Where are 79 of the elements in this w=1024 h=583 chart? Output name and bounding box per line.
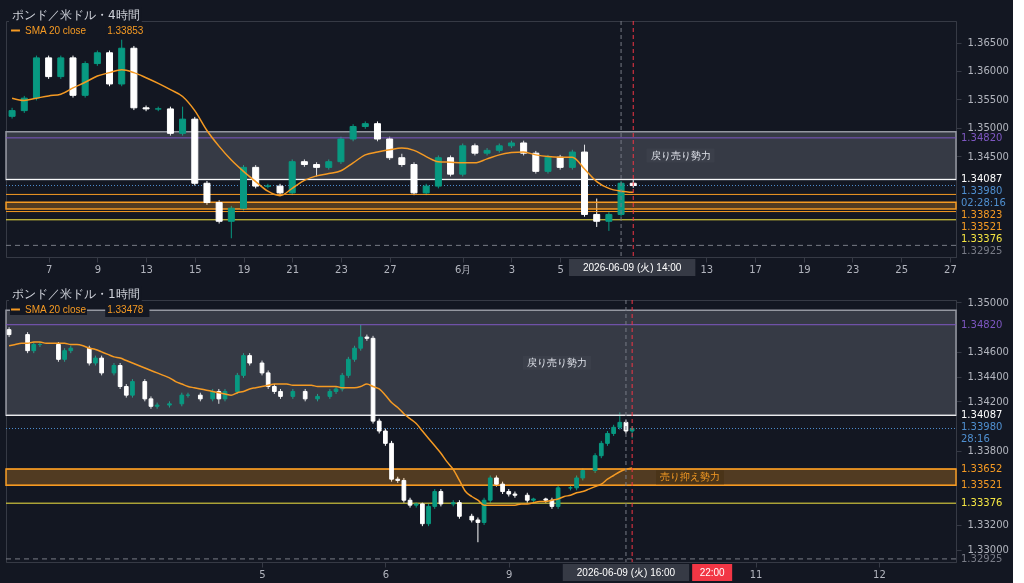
ref-line-label: 1.33376 — [961, 497, 1003, 509]
x-tick-label: 25 — [895, 263, 909, 275]
candlestick — [568, 149, 576, 171]
candlestick — [154, 402, 160, 410]
candlestick — [215, 199, 223, 225]
x-tick-label: 19 — [237, 263, 251, 275]
x-tick-label: 23 — [335, 263, 348, 275]
candlestick — [56, 341, 61, 363]
y-tick-label: 1.35000 — [967, 122, 1009, 134]
legend-label: SMA 20 close — [25, 303, 87, 315]
candlestick — [532, 150, 540, 175]
x-tick-label: 19 — [797, 263, 811, 275]
candlestick — [593, 198, 601, 228]
band-label: 戻り売り勢力 — [527, 356, 587, 368]
y-tick-label: 1.33800 — [967, 445, 1009, 457]
ref-line-label: 1.33521 — [961, 221, 1003, 233]
candlestick — [457, 499, 462, 520]
band-label: 戻り売り勢力 — [650, 149, 711, 161]
candlestick — [227, 205, 235, 239]
x-tick-label: 13 — [700, 263, 714, 275]
ref-line-label: 1.32925 — [961, 245, 1003, 257]
text: 2026-06-09 (火) 16:00 — [576, 567, 676, 578]
x-tick-label: 27 — [944, 263, 957, 275]
x-tick-label: 5 — [259, 568, 266, 580]
ref-line-label: 1.34087 — [961, 409, 1003, 421]
chart-title: ポンド／米ドル・4時間 — [12, 8, 140, 22]
y-tick-label: 1.34600 — [967, 346, 1009, 358]
y-tick-label: 1.36500 — [967, 37, 1009, 49]
candlestick — [99, 355, 104, 376]
ref-line-label: 1.33823 — [961, 209, 1003, 221]
x-tick-label: 17 — [749, 263, 762, 275]
y-tick-label: 1.33200 — [967, 519, 1009, 531]
x-tick-label: 13 — [140, 263, 153, 275]
x-tick-label: 6 — [382, 568, 390, 580]
chart-title: ポンド／米ドル・1時間 — [12, 287, 140, 301]
x-tick-label: 23 — [846, 263, 860, 275]
ref-line-label: 1.34087 — [961, 173, 1003, 185]
x-tick-label: 6月 — [455, 263, 472, 275]
x-tick-label: 7 — [45, 263, 53, 275]
text: 22:00 — [699, 567, 726, 578]
candlestick — [364, 334, 370, 342]
ref-line-label: 1.33980 28:16 — [961, 421, 1003, 445]
y-tick-label: 1.34400 — [967, 371, 1009, 383]
ref-line-label: 1.33521 — [961, 479, 1003, 491]
x-tick-label: 9 — [506, 568, 513, 580]
candlestick — [373, 120, 381, 142]
candlestick — [130, 378, 135, 399]
ref-line-label: 1.33652 — [961, 463, 1003, 475]
x-tick-label: 5 — [557, 263, 564, 275]
text: 2026-06-09 (火) 14:00 — [582, 262, 682, 273]
ref-line-label: 1.34820 — [961, 318, 1003, 330]
candlestick — [337, 136, 345, 165]
ref-line-label: 1.33376 — [961, 233, 1003, 245]
candlestick — [544, 154, 552, 175]
candlestick — [25, 331, 30, 354]
candlestick — [57, 55, 65, 80]
band-label: 売り抑え勢力 — [660, 471, 720, 483]
candlestick — [45, 55, 53, 80]
annotation: 1.33853 — [107, 25, 144, 36]
candlestick — [179, 106, 187, 137]
y-tick-label: 1.34500 — [967, 150, 1009, 162]
y-tick-label: 1.34200 — [967, 395, 1009, 407]
annotation: 1.33478 — [107, 304, 144, 315]
x-tick-label: 9 — [94, 263, 102, 275]
candlestick — [86, 345, 92, 366]
ref-line-label: 1.34820 — [961, 131, 1003, 143]
candlestick — [555, 484, 561, 510]
legend-label: SMA 20 close — [25, 24, 87, 36]
candlestick — [605, 211, 613, 232]
x-tick-label: 27 — [383, 263, 397, 275]
x-tick-label: 21 — [286, 263, 300, 275]
x-tick-label: 15 — [188, 263, 202, 275]
x-tick-label: 11 — [749, 568, 763, 580]
y-tick-label: 1.36000 — [967, 65, 1009, 77]
x-tick-label: 12 — [873, 568, 886, 580]
y-tick-label: 1.35500 — [967, 93, 1009, 105]
x-tick-label: 3 — [508, 263, 516, 275]
y-tick-label: 1.35000 — [967, 296, 1009, 308]
ref-line-label: 1.33980 02:28:16 — [961, 185, 1006, 209]
